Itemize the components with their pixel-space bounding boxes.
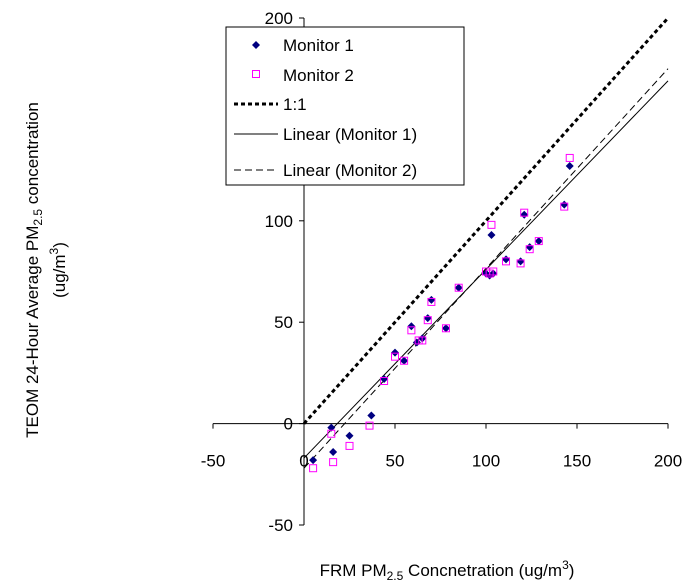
legend-item-linear-monitor-1: Linear (Monitor 1) — [234, 125, 417, 144]
x-tick-label: 0 — [299, 452, 308, 471]
point-monitor-1 — [309, 456, 318, 465]
point-monitor-1 — [441, 324, 450, 333]
point-monitor-2 — [427, 297, 436, 306]
point-monitor-1 — [565, 162, 574, 171]
point-monitor-1 — [520, 210, 529, 219]
point-monitor-1 — [400, 356, 409, 365]
point-monitor-2 — [516, 259, 525, 268]
point-monitor-1 — [345, 431, 354, 440]
legend: Monitor 1 Monitor 2 1:1 Linear (Monitor … — [225, 26, 465, 186]
point-monitor-2 — [345, 441, 354, 450]
legend-label-1-1: 1:1 — [283, 95, 307, 114]
point-monitor-1 — [454, 283, 463, 292]
x-tick-label: 50 — [386, 452, 405, 471]
point-monitor-1 — [391, 348, 399, 357]
point-monitor-2 — [502, 257, 511, 266]
point-monitor-1 — [329, 447, 338, 456]
point-monitor-2 — [441, 324, 450, 333]
point-monitor-2 — [560, 202, 569, 211]
point-monitor-2 — [391, 352, 399, 361]
point-monitor-1 — [502, 255, 511, 264]
point-monitor-2 — [520, 208, 529, 217]
legend-label-linear-monitor-1: Linear (Monitor 1) — [283, 125, 417, 144]
y-axis-title: TEOM 24-Hour Average PM2.5 concentration… — [23, 102, 69, 438]
point-monitor-2 — [400, 356, 409, 365]
y-tick-label: 100 — [265, 212, 293, 231]
point-monitor-2 — [565, 153, 574, 162]
x-tick-label: -50 — [201, 452, 226, 471]
y-tick-label: 200 — [265, 9, 293, 28]
x-axis-title: FRM PM2.5 Concnetration (ug/m3) — [320, 558, 575, 583]
legend-box — [225, 26, 465, 186]
point-monitor-2 — [329, 458, 338, 467]
point-monitor-2 — [534, 237, 543, 246]
point-monitor-1 — [560, 200, 569, 209]
point-monitor-1 — [525, 243, 534, 252]
legend-label-linear-monitor-2: Linear (Monitor 2) — [283, 161, 417, 180]
point-monitor-1 — [516, 257, 525, 266]
point-monitor-1 — [327, 423, 336, 432]
series-line-solid — [303, 80, 669, 459]
x-tick-label: 150 — [563, 452, 591, 471]
point-monitor-1 — [367, 411, 376, 420]
y-tick-label: 50 — [274, 313, 293, 332]
data-points — [309, 153, 574, 473]
point-monitor-1 — [407, 322, 416, 331]
point-monitor-1 — [380, 374, 389, 383]
y-tick-label: -50 — [268, 516, 293, 535]
point-monitor-2 — [418, 336, 427, 345]
legend-item-monitor-1: Monitor 1 — [252, 36, 354, 55]
point-monitor-2 — [423, 316, 432, 325]
point-monitor-2 — [380, 377, 389, 386]
legend-label-monitor-1: Monitor 1 — [283, 36, 354, 55]
point-monitor-2 — [489, 267, 498, 276]
point-monitor-2 — [487, 220, 496, 229]
y-tick-label: 0 — [284, 415, 293, 434]
legend-square-marker — [252, 70, 260, 78]
point-monitor-1 — [427, 295, 436, 304]
x-tick-label: 200 — [654, 452, 682, 471]
x-tick-label: 100 — [472, 452, 500, 471]
point-monitor-2 — [327, 429, 336, 438]
legend-label-monitor-2: Monitor 2 — [283, 66, 354, 85]
point-monitor-1 — [487, 230, 496, 239]
legend-diamond-marker — [252, 41, 260, 49]
point-monitor-2 — [365, 421, 374, 430]
point-monitor-2 — [525, 245, 534, 254]
legend-item-monitor-2: Monitor 2 — [252, 66, 354, 85]
point-monitor-1 — [423, 314, 432, 323]
y-axis-title-line-1: TEOM 24-Hour Average PM2.5 concentration — [23, 102, 45, 438]
legend-item-1-1: 1:1 — [234, 95, 307, 114]
point-monitor-2 — [407, 326, 416, 335]
point-monitor-1 — [534, 237, 543, 246]
point-monitor-2 — [454, 283, 463, 292]
y-axis-title-line-2: (ug/m3) — [47, 242, 69, 298]
legend-item-linear-monitor-2: Linear (Monitor 2) — [234, 161, 417, 180]
point-monitor-2 — [309, 464, 318, 473]
